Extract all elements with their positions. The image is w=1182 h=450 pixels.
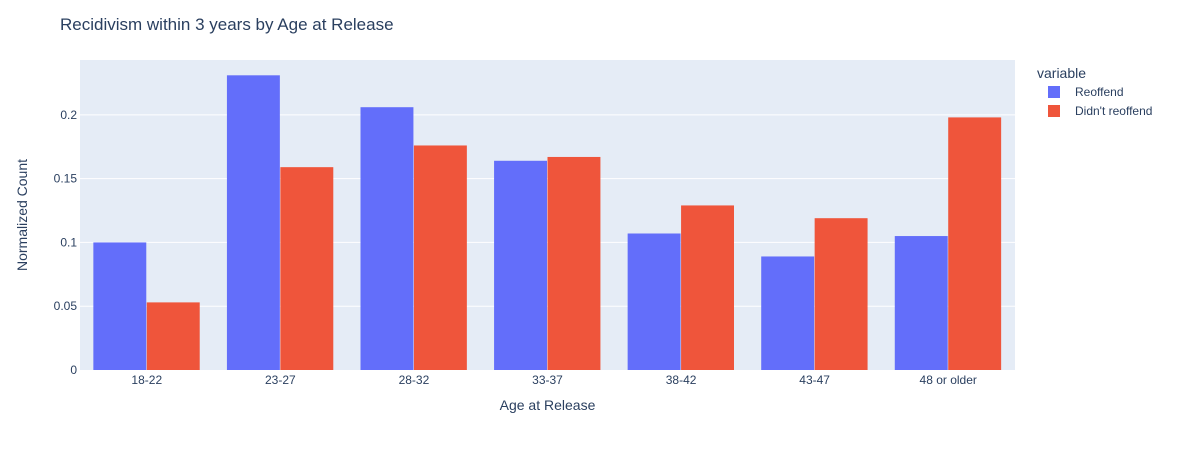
bar-didn-t-reoffend-43-47 <box>815 218 868 370</box>
bar-reoffend-28-32 <box>361 107 414 370</box>
x-tick-labels: 18-22 23-27 28-32 33-37 38-42 43-47 48 or olde… <box>131 373 976 387</box>
bar-reoffend-48-or-older <box>895 236 948 370</box>
x-tick-label: 23-27 <box>265 373 296 387</box>
bar-didn-t-reoffend-33-37 <box>548 157 601 370</box>
bar-didn-t-reoffend-38-42 <box>681 205 734 370</box>
x-tick-label: 33-37 <box>532 373 563 387</box>
legend-items: Reoffend Didn't reoffend <box>1048 85 1152 118</box>
legend-swatch <box>1048 86 1060 98</box>
bar-reoffend-38-42 <box>628 233 681 370</box>
legend-swatch <box>1048 105 1060 117</box>
y-tick-label: 0.1 <box>60 235 77 249</box>
legend-label: Reoffend <box>1075 85 1124 99</box>
x-tick-label: 18-22 <box>131 373 162 387</box>
legend-title: variable <box>1037 65 1086 81</box>
bar-didn-t-reoffend-28-32 <box>414 145 467 370</box>
chart-title: Recidivism within 3 years by Age at Rele… <box>60 15 394 34</box>
bar-reoffend-43-47 <box>761 256 814 370</box>
bar-didn-t-reoffend-18-22 <box>147 302 200 370</box>
x-tick-label: 28-32 <box>399 373 430 387</box>
x-axis-title: Age at Release <box>500 397 596 413</box>
y-tick-labels: 0 0.05 0.1 0.15 0.2 <box>54 108 78 377</box>
bar-didn-t-reoffend-23-27 <box>280 167 333 370</box>
bar-reoffend-23-27 <box>227 75 280 370</box>
y-tick-label: 0.05 <box>54 299 78 313</box>
x-tick-label: 48 or older <box>920 373 977 387</box>
bar-reoffend-18-22 <box>93 242 146 370</box>
bar-didn-t-reoffend-48-or-older <box>948 117 1001 370</box>
x-tick-label: 38-42 <box>666 373 697 387</box>
y-axis-title: Normalized Count <box>14 159 30 271</box>
bar-reoffend-33-37 <box>494 161 547 370</box>
y-tick-label: 0 <box>70 363 77 377</box>
legend-label: Didn't reoffend <box>1075 104 1152 118</box>
legend: variable Reoffend Didn't reoffend <box>1037 65 1152 118</box>
x-tick-label: 43-47 <box>799 373 830 387</box>
y-tick-label: 0.15 <box>54 172 78 186</box>
y-tick-label: 0.2 <box>60 108 77 122</box>
